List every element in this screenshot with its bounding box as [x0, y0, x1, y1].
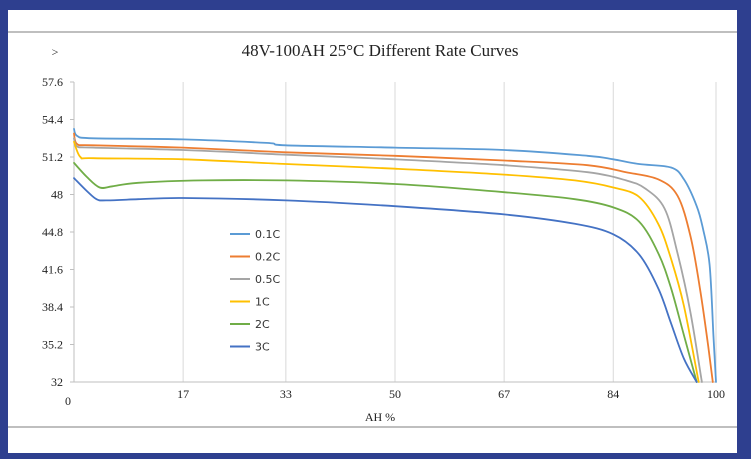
x-tick-label: 0 — [65, 394, 71, 408]
grid-layer — [182, 82, 717, 382]
y-tick-label: 54.4 — [42, 113, 63, 127]
chart-frame: 48V-100AH 25°C Different Rate Curves > A… — [8, 10, 737, 453]
y-tick-label: 41.6 — [42, 263, 63, 277]
x-tick-labels: 0 17 33 50 67 84 100 — [65, 387, 725, 408]
chart-canvas: 48V-100AH 25°C Different Rate Curves > A… — [8, 31, 737, 428]
axes-layer — [70, 81, 716, 383]
series-layer — [73, 128, 717, 383]
y-tick-label: 57.6 — [42, 75, 63, 89]
series-line-1c — [73, 140, 700, 383]
chart-title: 48V-100AH 25°C Different Rate Curves — [242, 41, 519, 60]
x-tick-label: 17 — [177, 387, 189, 401]
x-tick-label: 50 — [389, 387, 401, 401]
x-tick-label: 100 — [707, 387, 725, 401]
y-tick-label: 48 — [51, 188, 63, 202]
series-line-0-1c — [73, 128, 717, 383]
series-line-0-5c — [73, 137, 703, 383]
legend-label: 1C — [255, 296, 270, 309]
series-line-2c — [73, 162, 698, 383]
x-axis-title: AH % — [365, 410, 395, 424]
legend-label: 0.1C — [255, 228, 280, 241]
x-tick-label: 84 — [607, 387, 619, 401]
legend: 0.1C 0.2C 0.5C 1C 2C 3C — [230, 228, 280, 354]
y-tick-label: 38.4 — [42, 300, 63, 314]
legend-label: 3C — [255, 341, 270, 354]
x-tick-label: 67 — [498, 387, 510, 401]
y-tick-label: 51.2 — [42, 150, 63, 164]
legend-label: 0.2C — [255, 251, 280, 264]
series-line-3c — [73, 177, 698, 383]
y-tick-label: 32 — [51, 375, 63, 389]
x-tick-label: 33 — [280, 387, 292, 401]
y-tick-labels: 57.6 54.4 51.2 48 44.8 41.6 38.4 35.2 32 — [42, 75, 63, 389]
y-tick-label: 44.8 — [42, 225, 63, 239]
legend-label: 0.5C — [255, 273, 280, 286]
y-axis-unit-label: > — [52, 45, 59, 59]
y-tick-label: 35.2 — [42, 338, 63, 352]
series-line-0-2c — [73, 132, 714, 383]
legend-label: 2C — [255, 318, 270, 331]
